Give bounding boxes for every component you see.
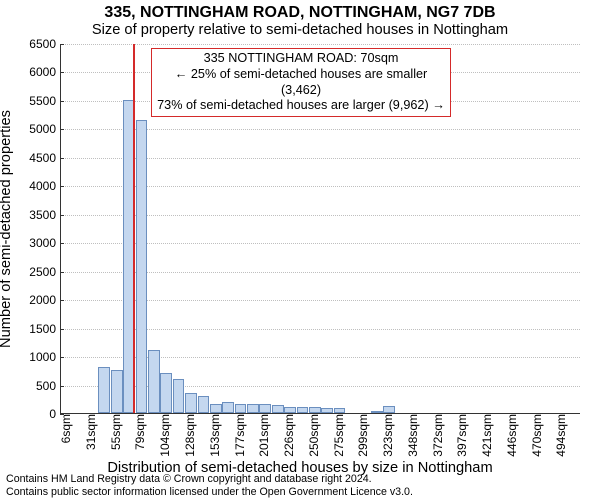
x-tick-label: 323sqm [381, 414, 395, 457]
y-tick-label: 2500 [6, 265, 56, 279]
annotation-line: 73% of semi-detached houses are larger (… [156, 98, 446, 114]
y-tick-label: 5000 [6, 122, 56, 136]
x-tick-label: 421sqm [480, 414, 494, 457]
x-tick-label: 31sqm [84, 414, 98, 450]
histogram-bar [247, 404, 259, 413]
histogram-bar [334, 408, 346, 413]
y-tick-label: 4000 [6, 179, 56, 193]
histogram-bar [297, 407, 309, 413]
x-tick-label: 6sqm [59, 414, 73, 443]
y-tick-label: 6500 [6, 37, 56, 51]
histogram-bar [222, 402, 234, 413]
histogram-bar [383, 406, 395, 413]
footer-line1: Contains HM Land Registry data © Crown c… [6, 473, 413, 485]
annotation-box: 335 NOTTINGHAM ROAD: 70sqm← 25% of semi-… [151, 48, 451, 117]
histogram-bar [198, 396, 210, 413]
y-tick-label: 6000 [6, 65, 56, 79]
y-axis-label: Number of semi-detached properties [0, 0, 14, 229]
x-tick-label: 177sqm [233, 414, 247, 457]
histogram-bar [210, 404, 222, 413]
histogram-bar [185, 393, 197, 413]
x-tick-label: 299sqm [356, 414, 370, 457]
histogram-bar [272, 405, 284, 413]
x-tick-label: 104sqm [158, 414, 172, 457]
x-tick-label: 372sqm [431, 414, 445, 457]
x-tick-label: 226sqm [282, 414, 296, 457]
gridline [61, 44, 580, 45]
histogram-bar [259, 404, 271, 413]
y-tick-label: 0 [6, 407, 56, 421]
y-axis-label-text: Number of semi-detached properties [0, 110, 14, 348]
x-tick-label: 397sqm [455, 414, 469, 457]
histogram-bar [98, 367, 110, 413]
histogram-bar [309, 407, 321, 413]
histogram-chart: 335, NOTTINGHAM ROAD, NOTTINGHAM, NG7 7D… [0, 0, 600, 500]
y-tick-label: 3500 [6, 208, 56, 222]
histogram-bar [160, 373, 172, 413]
y-tick-label: 5500 [6, 94, 56, 108]
x-tick-label: 494sqm [554, 414, 568, 457]
annotation-line: ← 25% of semi-detached houses are smalle… [156, 67, 446, 99]
footer-line2: Contains public sector information licen… [6, 486, 413, 498]
histogram-bar [371, 411, 383, 413]
x-tick-label: 446sqm [505, 414, 519, 457]
x-tick-label: 201sqm [257, 414, 271, 457]
y-tick-label: 1500 [6, 322, 56, 336]
histogram-bar [321, 408, 333, 413]
y-tick-label: 1000 [6, 350, 56, 364]
x-tick-label: 153sqm [208, 414, 222, 457]
y-tick-label: 4500 [6, 151, 56, 165]
x-tick-label: 275sqm [332, 414, 346, 457]
histogram-bar [111, 370, 123, 413]
y-tick-label: 2000 [6, 293, 56, 307]
footer-attribution: Contains HM Land Registry data © Crown c… [6, 473, 413, 498]
x-tick-label: 250sqm [307, 414, 321, 457]
chart-title-line2: Size of property relative to semi-detach… [0, 22, 600, 38]
chart-title-line1: 335, NOTTINGHAM ROAD, NOTTINGHAM, NG7 7D… [0, 4, 600, 22]
property-marker-line [133, 44, 135, 413]
plot-area: 335 NOTTINGHAM ROAD: 70sqm← 25% of semi-… [60, 44, 580, 414]
x-tick-label: 55sqm [109, 414, 123, 450]
x-tick-label: 128sqm [183, 414, 197, 457]
x-tick-label: 79sqm [133, 414, 147, 450]
histogram-bar [173, 379, 185, 413]
histogram-bar [284, 407, 296, 413]
y-tick-label: 500 [6, 379, 56, 393]
y-tick-label: 3000 [6, 236, 56, 250]
x-tick-label: 348sqm [406, 414, 420, 457]
annotation-line: 335 NOTTINGHAM ROAD: 70sqm [156, 51, 446, 67]
histogram-bar [235, 404, 247, 413]
histogram-bar [136, 120, 148, 413]
histogram-bar [148, 350, 160, 413]
x-tick-label: 470sqm [530, 414, 544, 457]
